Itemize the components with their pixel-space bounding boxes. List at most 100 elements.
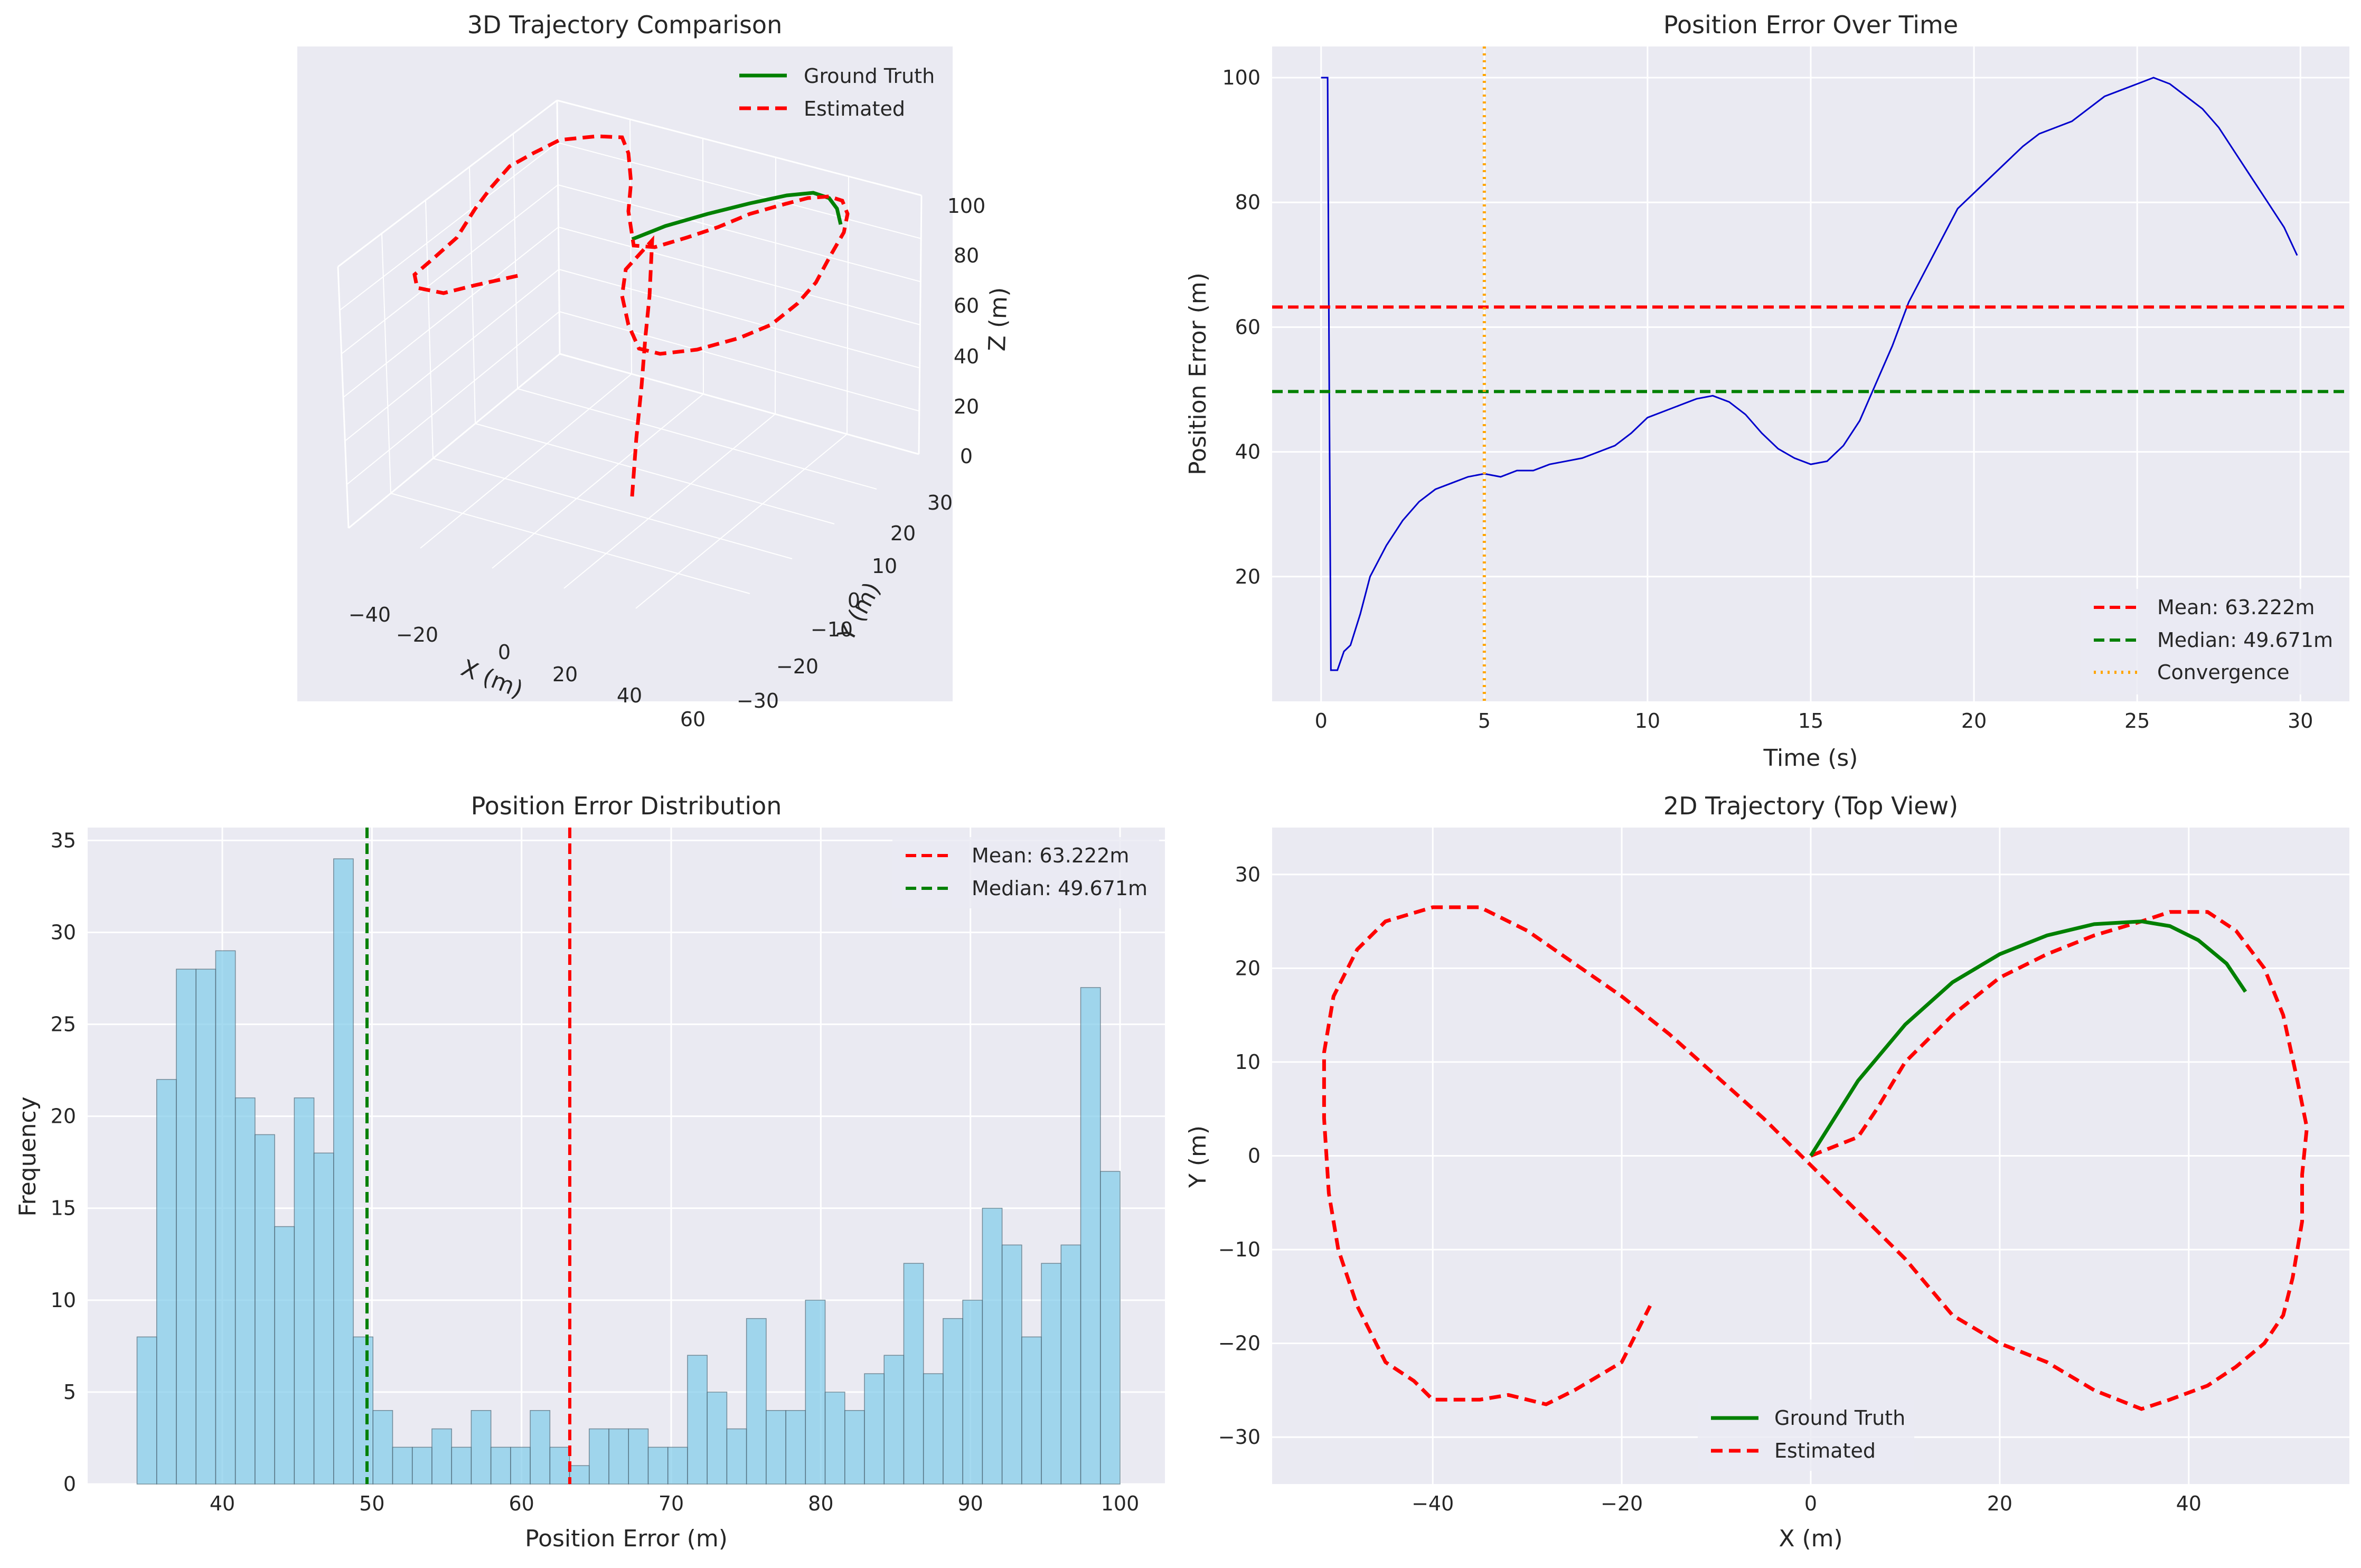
histogram-bar [392,1447,413,1485]
box-edge [557,99,922,196]
histogram-bar [746,1318,767,1485]
histogram-y-tick-label: 35 [51,829,76,852]
y-tick-label-3d: 20 [890,522,916,545]
ticks-2d-trajectory: −40 −20 0 20 40 −30 −20 −10 0 10 20 30 [1218,863,2202,1515]
box-edge [559,353,919,455]
error-time-y-tick-label: 20 [1235,565,1261,588]
chart-title-error-time: Position Error Over Time [1663,11,1958,39]
histogram-y-tick-label: 20 [51,1105,76,1128]
histogram-bar [156,1079,177,1485]
floor-grid-line [517,388,877,490]
box-edge [348,353,560,529]
histogram-bar [569,1465,590,1485]
histogram-y-tick-label: 10 [51,1289,76,1312]
histogram-bar [294,1097,315,1485]
chart-title-2d-trajectory: 2D Trajectory (Top View) [1663,792,1958,820]
z-tick-label-3d: 40 [954,345,979,368]
error-time-y-tick-label: 80 [1235,191,1261,214]
z-tick-label-3d: 100 [947,194,986,218]
grid-error-time [1272,46,2349,701]
y-tick-label-3d: 30 [927,491,953,514]
panel-2d-trajectory: −40 −20 0 20 40 −30 −20 −10 0 10 20 30 2D Trajector… [1184,792,2349,1552]
histogram-y-tick-label: 5 [63,1381,76,1404]
error-time-y-tick-label: 60 [1235,315,1261,339]
histogram-bar [943,1318,963,1485]
histogram-bar [824,1392,845,1485]
legend-label-ground-truth-3d: Ground Truth [804,64,935,88]
trajectory-2d-x-tick-label: −20 [1601,1492,1643,1515]
legend-histogram: Mean: 63.222m Median: 49.671m [892,837,1159,908]
histogram-bar [903,1263,924,1485]
z-tick-label-3d: 60 [954,294,979,317]
wall-grid-line [559,269,920,369]
histogram-bar [353,1336,374,1485]
series-estimated-3d [412,134,850,497]
trajectory-2d-x-tick-label: 20 [1987,1492,2012,1515]
histogram-bar [667,1447,688,1485]
error-time-x-tick-label: 10 [1635,709,1660,733]
x-tick-label-3d: 40 [617,684,642,707]
histogram-bar [608,1428,629,1485]
box-edge [337,99,558,268]
y-tick-label-3d: −20 [776,655,819,678]
error-time-x-tick-label: 5 [1478,709,1491,733]
trajectory-2d-x-tick-label: −40 [1412,1492,1454,1515]
reference-lines-histogram [365,828,571,1484]
histogram-bar [589,1428,609,1485]
histogram-bar [471,1410,492,1485]
histogram-bar [785,1410,806,1485]
trajectory-2d-x-tick-label: 40 [2176,1492,2202,1515]
floor-grid-line [420,373,632,549]
histogram-bars [136,858,1121,1485]
panel-error-over-time: 0 5 10 15 20 25 30 20 40 60 80 100 Position Error O… [1184,11,2349,772]
histogram-bar [883,1355,905,1485]
trajectory-2d-y-tick-label: −20 [1218,1332,1261,1355]
histogram-bar [805,1300,826,1485]
histogram-bar [255,1134,275,1485]
y-axis-label-histogram: Frequency [14,1096,41,1216]
histogram-bar [490,1447,511,1485]
panel-3d-trajectory: 3D Trajectory Comparison −40−200204060−3… [297,11,1013,731]
histogram-bar [864,1373,885,1485]
histogram-bar [176,969,196,1485]
histogram-bar [1100,1171,1121,1485]
floor-grid-line [635,434,848,609]
legend-label-estimated-3d: Estimated [804,97,905,120]
legend-error-time: Mean: 63.222m Median: 49.671m Convergenc… [2081,589,2339,694]
error-time-y-tick-label: 100 [1222,66,1261,89]
legend-label-median-time: Median: 49.671m [2157,628,2333,652]
axis-ticks-3d: −40−200204060−30−20−10010203002040608010… [349,194,985,731]
histogram-bar [431,1428,452,1485]
error-time-x-tick-label: 0 [1315,709,1328,733]
wall-grid-line [558,184,921,283]
trajectory-2d-y-tick-label: −30 [1218,1425,1261,1449]
trajectory-2d-y-tick-label: −10 [1218,1238,1261,1261]
floor-grid-line [475,423,835,524]
histogram-bar [982,1207,1003,1485]
error-time-x-tick-label: 20 [1961,709,1987,733]
histogram-x-tick-label: 70 [659,1492,684,1515]
series-ground-truth-2d [1809,919,2247,1157]
axes-box-3d [337,99,923,609]
x-tick-label-3d: −40 [349,603,391,626]
histogram-bar [1001,1244,1022,1485]
error-time-x-tick-label: 15 [1798,709,1823,733]
y-tick-label-3d: 10 [872,555,897,578]
trajectory-2d-y-tick-label: 20 [1235,956,1261,980]
legend-2d-trajectory: Ground Truth Estimated [1698,1400,1914,1471]
ticks-histogram: 40 50 60 70 80 90 100 0 5 10 15 20 25 30 35 [51,829,1140,1515]
z-tick-label-3d: 80 [954,244,979,267]
trajectory-2d-x-tick-label: 0 [1804,1492,1817,1515]
floor-grid-line [432,458,793,559]
histogram-x-tick-label: 80 [808,1492,833,1515]
error-time-y-tick-label: 40 [1235,440,1261,464]
histogram-bar [333,858,354,1485]
histogram-bar [726,1428,747,1485]
histogram-bar [923,1373,944,1485]
histogram-y-tick-label: 15 [51,1197,76,1220]
y-axis-label-2d-trajectory: Y (m) [1184,1125,1211,1188]
histogram-bar [1021,1336,1042,1485]
histogram-bar [136,1336,157,1485]
trajectory-2d-y-tick-label: 0 [1248,1144,1261,1168]
trajectory-2d-y-tick-label: 10 [1235,1050,1261,1074]
